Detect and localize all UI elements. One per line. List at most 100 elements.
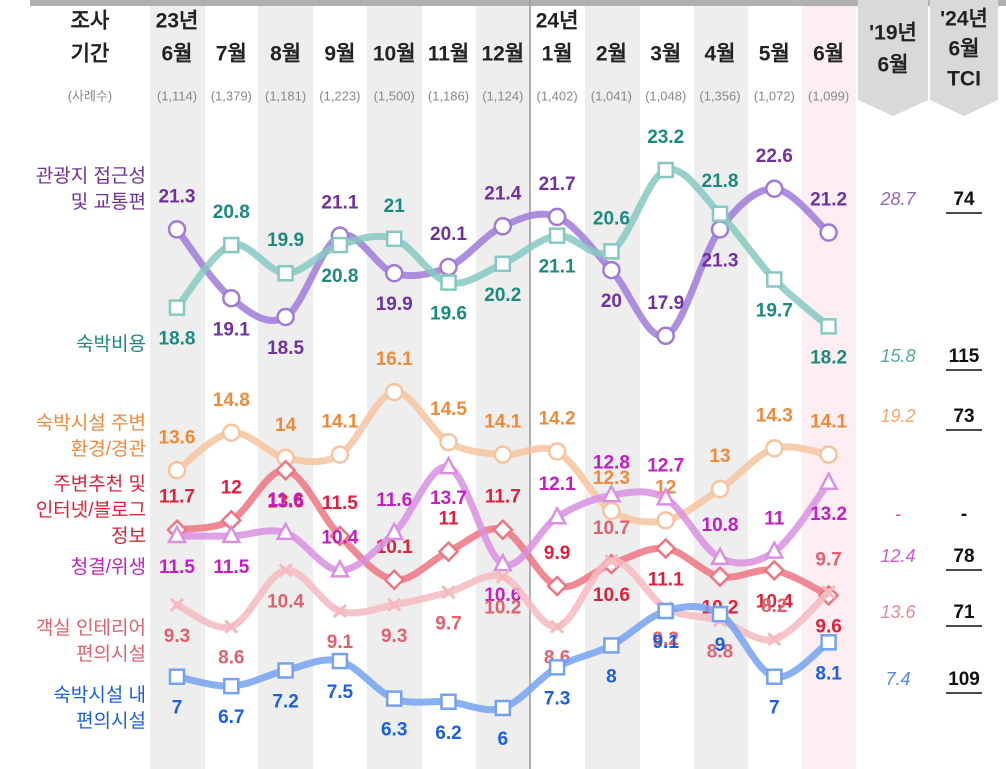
value-label: 14.1 <box>321 412 358 433</box>
marker <box>222 423 241 442</box>
marker <box>385 230 403 248</box>
tci-value: 78 <box>953 546 974 567</box>
marker <box>656 511 675 530</box>
value-label: 20 <box>601 291 622 312</box>
marker <box>224 619 239 634</box>
marker <box>654 537 677 560</box>
marker <box>332 603 347 619</box>
marker <box>820 318 837 335</box>
value-label: 21.3 <box>702 250 739 271</box>
value-label: 18.8 <box>159 329 196 350</box>
month-label: 8월 <box>270 43 301 66</box>
value-label: 11.5 <box>213 557 249 578</box>
value-label: 8.1 <box>815 663 842 684</box>
value-label: 11.1 <box>648 569 684 590</box>
marker <box>168 299 186 316</box>
sample-size: (1,124) <box>482 88 523 103</box>
marker <box>821 585 836 600</box>
marker <box>441 585 456 600</box>
value-label: 9.2 <box>652 629 678 650</box>
compare-value: 19.2 <box>880 406 915 426</box>
series: 7 6.7 7.2 7.5 6.3 6.2 6 7.3 8 9.1 9 7 8.1 <box>168 602 842 750</box>
value-label: 10.8 <box>702 515 739 536</box>
marker <box>766 668 783 685</box>
value-label: 21.2 <box>810 190 847 211</box>
sample-size: (1,041) <box>591 88 632 103</box>
compare-value: - <box>895 504 901 524</box>
sample-label: (사례수) <box>68 88 113 103</box>
marker <box>330 445 350 464</box>
marker <box>438 455 459 475</box>
value-label: 19.9 <box>376 294 413 315</box>
value-label: 17.9 <box>647 293 684 314</box>
value-label: 14 <box>275 415 297 436</box>
shade <box>150 6 205 769</box>
value-label: 12.3 <box>593 468 630 489</box>
value-label: 19.1 <box>213 319 250 340</box>
marker <box>766 271 783 288</box>
value-label: 23.2 <box>647 127 684 148</box>
tci-value: 73 <box>953 406 974 427</box>
value-label: 21.8 <box>702 171 739 192</box>
marker <box>222 288 241 308</box>
value-label: 21.1 <box>321 193 358 214</box>
value-label: 14.5 <box>430 399 467 420</box>
value-label: 10.4 <box>321 527 358 548</box>
value-label: 10.4 <box>267 591 304 612</box>
month-label: 4월 <box>705 43 736 66</box>
value-label: 7.5 <box>327 682 354 703</box>
value-label: 13 <box>709 446 730 467</box>
marker <box>711 605 729 623</box>
series-name: 정보 <box>111 525 146 547</box>
marker <box>710 479 730 499</box>
compare-value: 7.4 <box>885 669 910 689</box>
tci-header: 6월 <box>949 38 980 61</box>
marker <box>275 521 296 541</box>
value-label: 6.2 <box>435 723 461 744</box>
marker <box>820 634 837 651</box>
value-label: 19.6 <box>430 304 467 325</box>
value-label: 11.5 <box>322 493 358 514</box>
sample-size: (1,114) <box>157 88 197 103</box>
value-label: 19.7 <box>756 300 793 321</box>
sample-size: (1,186) <box>428 88 469 103</box>
value-label: 14.3 <box>756 405 793 426</box>
month-label: 24년 <box>536 10 579 33</box>
month-label: 7월 <box>216 43 247 66</box>
marker <box>492 518 514 541</box>
value-label: 8.6 <box>218 648 244 669</box>
month-label: 6월 <box>162 43 193 66</box>
marker <box>546 575 568 597</box>
month-label: 12월 <box>481 43 524 66</box>
tci-header-bg <box>930 0 998 116</box>
marker <box>384 382 404 402</box>
month-label: 11월 <box>428 43 470 66</box>
marker <box>277 264 294 282</box>
shade <box>258 6 313 769</box>
value-label: 14.1 <box>810 412 847 433</box>
marker <box>602 260 621 280</box>
marker <box>763 559 786 582</box>
marker <box>657 161 674 179</box>
value-label: 20.2 <box>484 285 521 306</box>
value-label: 18.2 <box>810 347 847 368</box>
value-label: 16.1 <box>376 349 413 370</box>
value-label: 12 <box>221 477 242 498</box>
value-label: 9.3 <box>164 626 190 647</box>
marker <box>601 483 622 503</box>
value-label: 7.3 <box>544 688 570 709</box>
marker <box>223 677 240 695</box>
marker <box>550 619 565 634</box>
top-bar <box>30 0 1006 6</box>
series-name: 환경/경관 <box>71 438 146 460</box>
marker <box>657 602 674 620</box>
month-label: 1월 <box>542 43 573 66</box>
value-label: 12.8 <box>593 452 630 473</box>
tci-header: '24년 <box>940 8 988 31</box>
value-label: 21 <box>384 196 406 217</box>
value-label: 6.7 <box>218 707 244 728</box>
month-label: 2월 <box>596 43 627 66</box>
sample-size: (1,048) <box>645 88 686 103</box>
period-label: 조사 <box>71 10 110 33</box>
value-label: 11.6 <box>376 490 412 511</box>
